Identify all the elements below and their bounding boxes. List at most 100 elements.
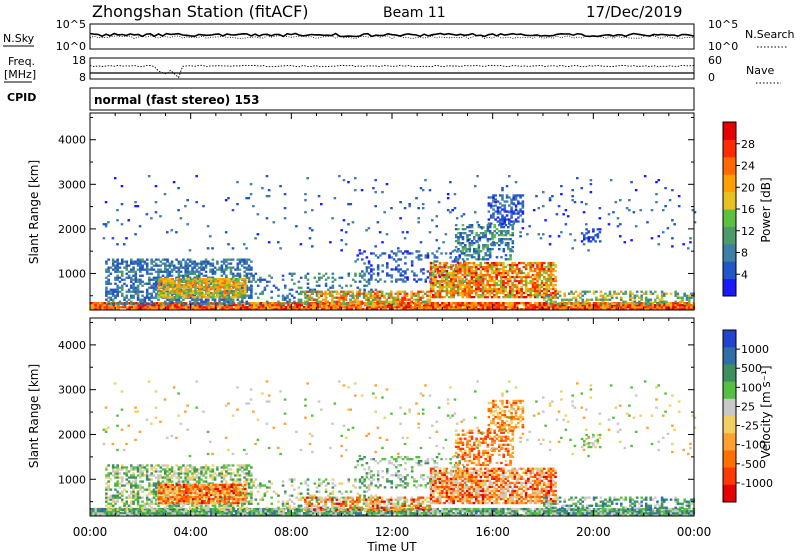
power-cell <box>504 275 508 279</box>
power-cell <box>376 294 379 297</box>
power-cell <box>608 294 612 297</box>
power-cell <box>500 279 503 283</box>
power-cell <box>326 300 330 303</box>
power-cell <box>216 260 219 263</box>
power-cell <box>247 286 251 289</box>
power-cell <box>445 273 449 277</box>
power-cell <box>111 290 115 293</box>
power-cell <box>114 282 117 285</box>
power-cell <box>339 306 342 309</box>
power-cell <box>297 286 301 289</box>
velocity-cell <box>157 507 161 511</box>
power-cell <box>492 205 495 208</box>
power-cell <box>466 291 469 295</box>
power-cell <box>227 266 230 269</box>
velocity-cell <box>219 510 222 513</box>
power-cell <box>543 265 546 269</box>
power-cell <box>145 292 149 295</box>
power-cell <box>509 308 512 311</box>
power-cell <box>609 179 613 182</box>
velocity-cell <box>196 510 200 513</box>
power-cell <box>438 265 442 269</box>
power-cell <box>191 306 195 309</box>
velocity-cell <box>359 514 363 517</box>
power-cell <box>447 285 451 289</box>
power-cell <box>565 306 569 309</box>
power-cell <box>441 273 444 277</box>
power-cell <box>134 286 138 289</box>
power-cell <box>404 276 407 279</box>
power-cell <box>561 306 564 309</box>
power-cell <box>547 273 551 277</box>
velocity-cell <box>221 512 224 515</box>
power-cell <box>509 302 512 305</box>
power-cell <box>646 221 649 224</box>
power-cell <box>518 296 521 299</box>
power-cell <box>440 252 443 255</box>
power-cell <box>210 294 213 297</box>
power-cell <box>237 306 240 309</box>
power-cell <box>459 277 462 281</box>
power-cell <box>287 306 290 309</box>
power-cell <box>186 268 190 271</box>
power-cell <box>628 199 631 202</box>
power-cell <box>688 298 691 301</box>
power-cell <box>261 290 264 293</box>
power-cell <box>225 291 229 295</box>
power-cell <box>510 210 513 213</box>
power-cell <box>517 212 520 215</box>
power-cell <box>332 304 335 307</box>
power-cell <box>324 272 328 275</box>
power-cell <box>501 189 504 192</box>
power-cell <box>219 302 222 305</box>
power-cell <box>243 243 246 246</box>
power-cell <box>210 279 213 283</box>
power-cell <box>225 306 229 309</box>
power-cell <box>307 304 310 307</box>
power-cell <box>509 248 512 251</box>
power-cell <box>531 289 535 293</box>
power-cell <box>236 284 240 287</box>
power-cell <box>179 288 183 291</box>
power-cell <box>92 302 95 305</box>
power-cell <box>130 262 133 265</box>
power-cell <box>145 296 149 299</box>
power-cell <box>180 289 184 293</box>
power-cell <box>433 256 437 259</box>
power-cell <box>463 271 467 275</box>
power-cell <box>402 308 406 311</box>
power-cell <box>109 290 113 293</box>
power-cell <box>545 283 548 287</box>
power-cell <box>477 302 480 305</box>
velocity-cell <box>94 507 98 511</box>
power-cell <box>657 179 661 182</box>
power-cell <box>111 260 115 263</box>
power-cell <box>484 269 487 273</box>
velocity-cell <box>298 510 301 513</box>
power-cell <box>452 277 455 281</box>
power-cell <box>320 203 323 206</box>
power-cell <box>426 294 429 297</box>
power-cell <box>371 294 375 297</box>
power-cell <box>663 300 666 303</box>
y-tick-label: 3000 <box>58 178 86 191</box>
power-cell <box>173 286 176 289</box>
power-cell <box>498 244 501 247</box>
power-cell <box>191 277 195 281</box>
power-cell <box>488 283 492 287</box>
power-cell <box>677 205 681 208</box>
power-cell <box>536 267 539 271</box>
power-cell <box>681 306 684 309</box>
power-cell <box>370 304 374 307</box>
power-cell <box>394 296 398 299</box>
power-cell <box>241 289 245 293</box>
power-cell <box>488 302 492 305</box>
power-cell <box>468 296 471 299</box>
power-cell <box>340 294 343 297</box>
power-cell <box>367 272 371 275</box>
power-cell <box>656 302 659 305</box>
velocity-cell <box>180 512 184 515</box>
power-cell <box>476 221 479 224</box>
power-cell <box>212 291 215 295</box>
power-cell <box>457 240 460 243</box>
